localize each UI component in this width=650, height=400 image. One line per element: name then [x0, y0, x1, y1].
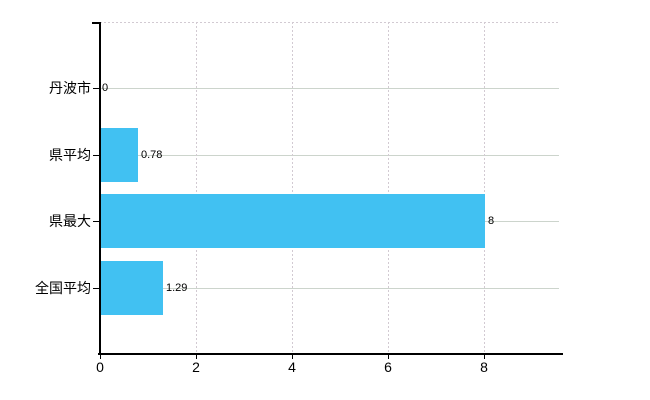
v-gridline	[388, 22, 389, 353]
x-axis-line	[98, 353, 563, 355]
x-tick-mark	[388, 355, 389, 359]
category-label: 県平均	[49, 147, 91, 163]
v-gridline	[292, 22, 293, 353]
x-tick-mark	[196, 355, 197, 359]
category-label: 全国平均	[35, 280, 91, 296]
v-gridline	[196, 22, 197, 353]
x-tick-label: 8	[480, 359, 488, 375]
x-tick-label: 0	[96, 359, 104, 375]
h-gridline	[100, 288, 559, 289]
x-tick-label: 2	[192, 359, 200, 375]
y-tick-mark	[93, 88, 100, 89]
v-gridline	[484, 22, 485, 353]
h-gridline	[100, 155, 559, 156]
category-label: 県最大	[49, 213, 91, 229]
bar	[101, 194, 485, 248]
bar-value-label: 0	[102, 82, 109, 94]
category-label: 丹波市	[49, 80, 91, 96]
y-tick-mark	[93, 221, 100, 222]
x-tick-mark	[292, 355, 293, 359]
y-tick-mark	[93, 288, 100, 289]
y-tick-mark	[93, 155, 100, 156]
top-tick-mark	[92, 22, 100, 24]
bar-value-label: 1.29	[166, 282, 188, 294]
x-tick-mark	[100, 355, 101, 359]
h-gridline	[100, 88, 559, 89]
top-border	[100, 22, 559, 23]
x-tick-label: 6	[384, 359, 392, 375]
x-tick-label: 4	[288, 359, 296, 375]
bar	[101, 261, 163, 315]
bar-value-label: 8	[488, 215, 495, 227]
x-tick-mark	[484, 355, 485, 359]
y-axis-line	[99, 22, 101, 355]
bar-value-label: 0.78	[141, 149, 163, 161]
bar	[101, 128, 138, 182]
